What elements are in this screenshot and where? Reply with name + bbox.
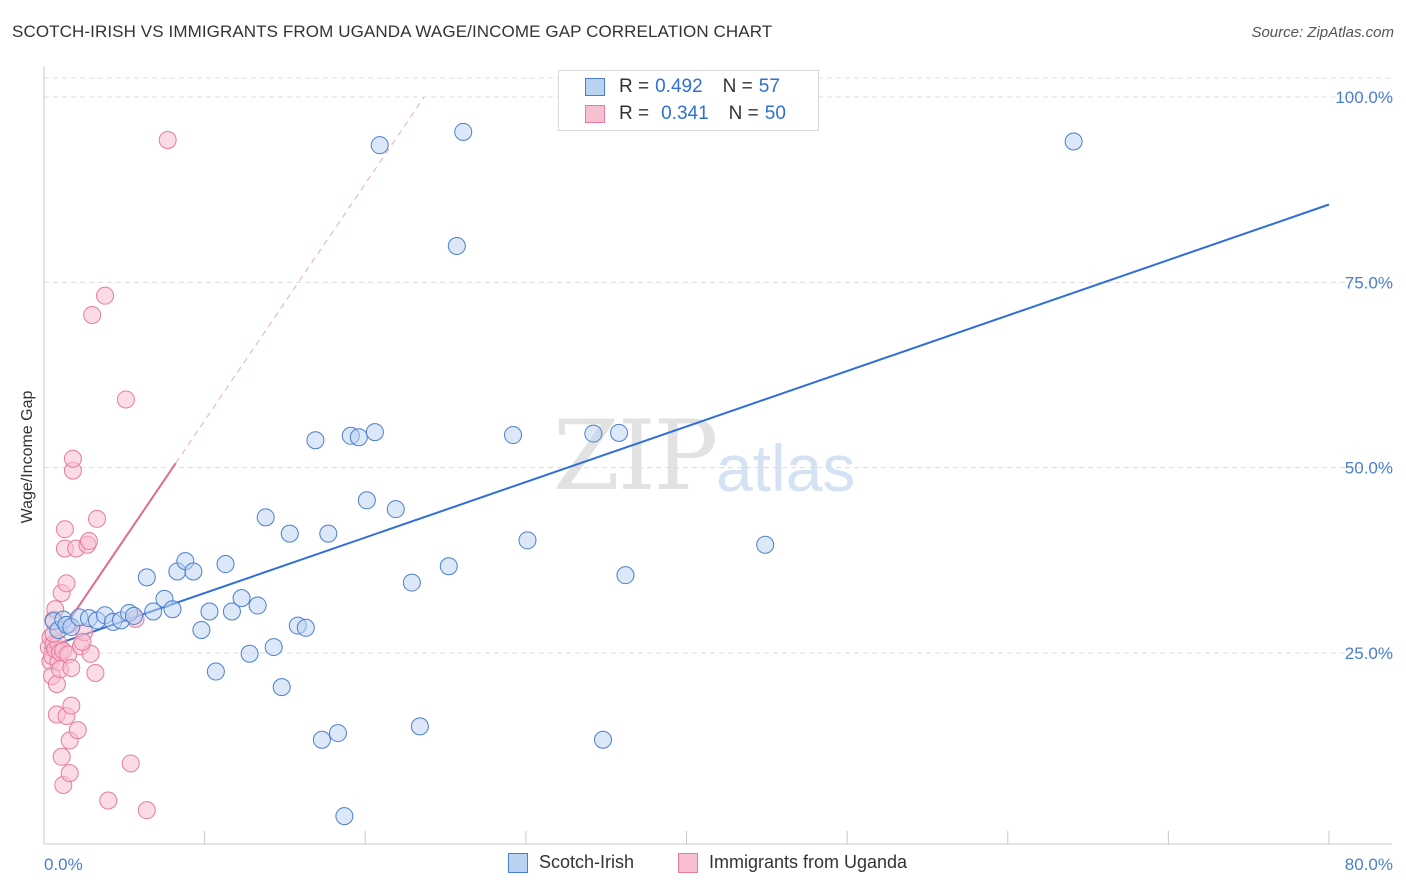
legend-n-label: N =	[728, 103, 759, 124]
data-point-scotch-irish	[328, 724, 347, 743]
data-point-scotch-irish	[454, 122, 473, 141]
data-point-scotch-irish	[124, 606, 143, 625]
legend: R = 0.492 N = 57 R = 0.341 N = 50	[558, 70, 819, 131]
data-point-uganda	[55, 520, 74, 539]
legend-n-value: 50	[764, 103, 786, 124]
watermark-zip: ZIP	[553, 400, 718, 512]
data-point-scotch-irish	[200, 602, 219, 621]
data-point-scotch-irish	[386, 500, 405, 519]
data-point-scotch-irish	[232, 589, 251, 608]
data-point-scotch-irish	[248, 596, 267, 615]
data-point-scotch-irish	[312, 730, 331, 749]
data-point-scotch-irish	[137, 568, 156, 587]
data-point-scotch-irish	[240, 644, 259, 663]
data-point-scotch-irish	[410, 717, 429, 736]
bottom-legend-label: Scotch-Irish	[539, 852, 635, 872]
data-point-uganda	[60, 764, 79, 783]
data-point-scotch-irish	[439, 557, 458, 576]
data-point-scotch-irish	[357, 491, 376, 510]
data-point-scotch-irish	[447, 237, 466, 256]
data-point-uganda	[57, 574, 76, 593]
data-point-scotch-irish	[216, 555, 235, 574]
data-point-scotch-irish	[335, 807, 354, 826]
legend-r-value: 0.492	[655, 76, 703, 97]
data-point-scotch-irish	[256, 508, 275, 527]
gridlines	[44, 77, 1392, 654]
data-point-scotch-irish	[365, 423, 384, 442]
legend-n-value: 57	[758, 76, 780, 97]
data-point-scotch-irish	[610, 423, 629, 442]
data-point-scotch-irish	[222, 602, 241, 621]
y-tick-label: 50.0%	[1345, 459, 1393, 478]
data-point-uganda	[68, 721, 87, 740]
data-point-uganda	[158, 130, 177, 149]
data-point-scotch-irish	[280, 524, 299, 543]
data-point-uganda	[73, 632, 92, 651]
y-tick-label: 25.0%	[1345, 644, 1393, 663]
data-point-uganda	[63, 449, 82, 468]
data-point-uganda	[86, 664, 105, 683]
data-point-uganda	[62, 696, 81, 715]
data-point-uganda	[52, 747, 71, 766]
data-point-scotch-irish	[296, 618, 315, 637]
legend-n-label: N =	[722, 76, 753, 97]
data-point-scotch-irish	[518, 531, 537, 550]
data-point-uganda	[137, 801, 156, 820]
data-point-scotch-irish	[306, 431, 325, 450]
data-point-scotch-irish	[184, 562, 203, 581]
data-point-scotch-irish	[349, 428, 368, 447]
data-point-uganda	[83, 305, 102, 324]
data-point-uganda	[121, 754, 140, 773]
data-point-scotch-irish	[192, 621, 211, 640]
tick-labels: 25.0% 50.0% 75.0% 100.0% 0.0% 80.0%	[44, 88, 1393, 874]
source-label: Source: ZipAtlas.com	[1251, 24, 1394, 41]
data-point-scotch-irish	[144, 602, 163, 621]
data-point-scotch-irish	[264, 638, 283, 657]
data-point-uganda	[47, 675, 66, 694]
data-points	[39, 122, 1083, 826]
data-point-scotch-irish	[206, 662, 225, 681]
chart-title: SCOTCH-IRISH VS IMMIGRANTS FROM UGANDA W…	[12, 22, 773, 41]
data-point-uganda	[88, 509, 107, 528]
data-point-scotch-irish	[319, 524, 338, 543]
data-point-uganda	[62, 658, 81, 677]
legend-r-label: R =	[619, 103, 650, 124]
bottom-legend-uganda: Immigrants from Uganda	[678, 852, 907, 873]
legend-row-uganda: R = 0.341 N = 50	[585, 101, 786, 127]
x-tick-label: 80.0%	[1345, 855, 1393, 874]
trend-line-scotch-irish	[43, 203, 1330, 650]
data-point-scotch-irish	[756, 535, 775, 554]
data-point-scotch-irish	[272, 678, 291, 697]
data-point-scotch-irish	[584, 424, 603, 443]
data-point-scotch-irish	[1064, 132, 1083, 151]
y-tick-label: 75.0%	[1345, 273, 1393, 292]
data-point-scotch-irish	[402, 573, 421, 592]
trend-line-uganda-extension	[175, 96, 425, 464]
trend-lines	[43, 96, 1330, 659]
y-tick-label: 100.0%	[1335, 88, 1393, 107]
bottom-legend-label: Immigrants from Uganda	[709, 852, 908, 872]
legend-row-scotch-irish: R = 0.492 N = 57	[585, 74, 780, 100]
bottom-legend-swatch-blue	[508, 852, 528, 873]
data-point-uganda	[79, 532, 98, 551]
legend-swatch-pink	[585, 105, 605, 123]
legend-r-value: 0.341	[661, 103, 709, 124]
data-point-scotch-irish	[370, 136, 389, 155]
legend-r-label: R =	[619, 76, 650, 97]
legend-swatch-blue	[585, 78, 605, 96]
axes	[43, 66, 1392, 845]
data-point-uganda	[99, 791, 118, 810]
x-tick-label: 0.0%	[44, 855, 83, 874]
data-point-scotch-irish	[616, 566, 635, 585]
data-point-uganda	[116, 390, 135, 409]
bottom-legend-swatch-pink	[678, 852, 698, 873]
data-point-scotch-irish	[593, 730, 612, 749]
data-point-uganda	[96, 286, 115, 305]
data-point-scotch-irish	[163, 600, 182, 619]
bottom-legend-scotch-irish: Scotch-Irish	[508, 852, 634, 873]
bottom-legend: Scotch-Irish Immigrants from Uganda	[0, 852, 1406, 878]
data-point-scotch-irish	[504, 426, 523, 445]
